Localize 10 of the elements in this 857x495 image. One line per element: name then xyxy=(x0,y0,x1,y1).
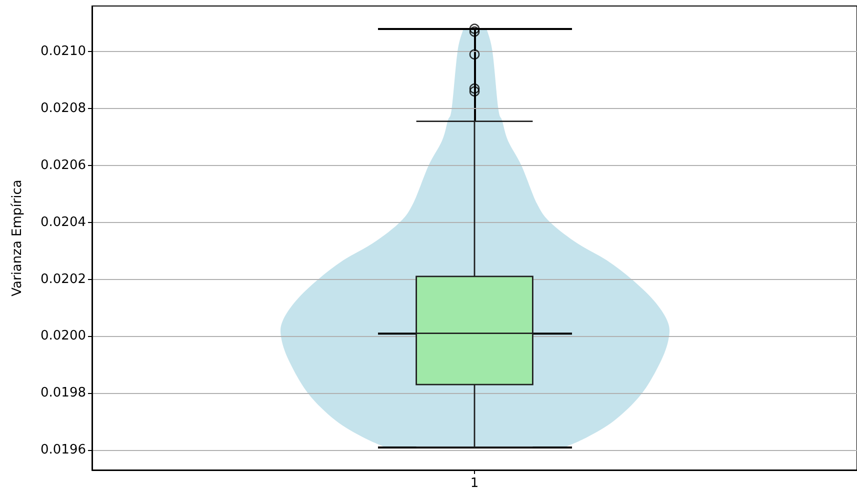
y-tick-label: 0.0206 xyxy=(40,158,86,173)
y-tick-label: 0.0200 xyxy=(40,328,86,344)
y-tick-label: 0.0196 xyxy=(40,442,86,458)
y-tick-label: 0.0204 xyxy=(40,214,86,230)
y-tick-label: 0.0210 xyxy=(40,44,86,60)
y-tick-label: 0.0208 xyxy=(40,100,86,116)
x-tick-label: 1 xyxy=(470,476,479,491)
y-axis-title: Varianza Empírica xyxy=(10,180,25,296)
y-tick-label: 0.0202 xyxy=(40,272,86,287)
y-tick-label: 0.0198 xyxy=(40,386,86,401)
